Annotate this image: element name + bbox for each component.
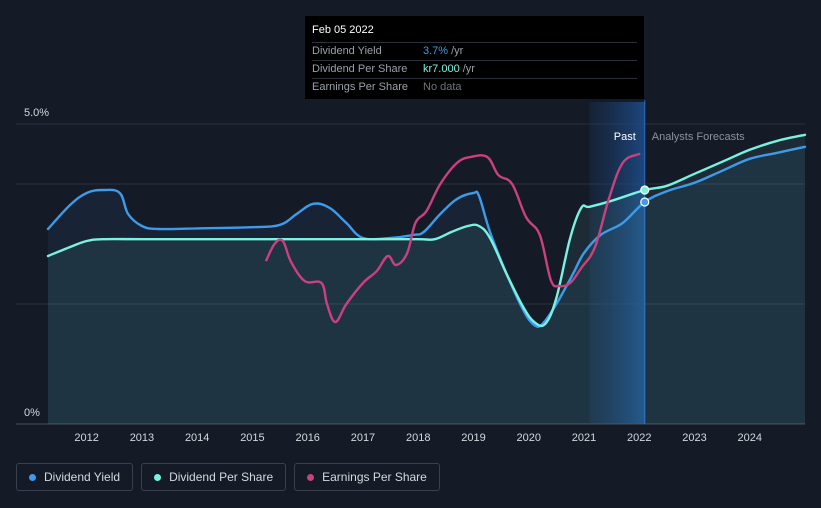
legend-dot-icon (307, 473, 315, 481)
past-label: Past (614, 131, 636, 143)
axis-labels: 2012 2013 2014 2015 2016 2017 2018 2019 2020 2021… (24, 107, 762, 444)
legend-label: Dividend Per Share (169, 470, 274, 484)
x-tick-label: 2020 (516, 432, 540, 444)
tooltip-row-unit: /yr (451, 45, 464, 57)
tooltip-row-name: Earnings Per Share (312, 81, 408, 93)
tooltip-row-value: 3.7% (423, 45, 449, 57)
series-areas (48, 134, 805, 425)
tooltip-row-dividend-yield: Dividend Yield 3.7% /yr (312, 42, 637, 60)
dividend-per-share-marker (640, 185, 650, 195)
series-lines (46, 133, 807, 328)
dividend-per-share-line (46, 133, 807, 328)
legend-label: Earnings Per Share (322, 470, 427, 484)
x-tick-label: 2021 (572, 432, 596, 444)
x-tick-label: 2012 (74, 432, 98, 444)
earnings-per-share-line (265, 152, 641, 324)
dividend-yield-line (46, 145, 807, 328)
legend-label: Dividend Yield (44, 470, 121, 484)
legend: Dividend Yield Dividend Per Share Earnin… (16, 463, 440, 491)
legend-item-dividend-yield[interactable]: Dividend Yield (16, 463, 134, 491)
dividend-per-share-area (48, 134, 805, 425)
tooltip-row-name: Dividend Yield (312, 45, 382, 57)
x-tick-label: 2023 (682, 432, 706, 444)
dividend-yield-marker (640, 197, 650, 207)
tooltip-row-dividend-per-share: Dividend Per Share kr7.000 /yr (312, 60, 637, 78)
forecast-label: Analysts Forecasts (652, 131, 745, 143)
x-tick-label: 2019 (461, 432, 485, 444)
x-tick-label: 2014 (185, 432, 209, 444)
x-tick-label: 2017 (351, 432, 375, 444)
tooltip-row-earnings-per-share: Earnings Per Share No data (312, 78, 637, 96)
tooltip: Feb 05 2022 Dividend Yield 3.7% /yr Divi… (305, 16, 644, 99)
legend-dot-icon (154, 473, 162, 481)
tooltip-row-name: Dividend Per Share (312, 63, 408, 75)
dividend-yield-area (48, 146, 805, 425)
y-tick-label: 5.0% (24, 107, 49, 119)
series-markers (640, 185, 650, 207)
x-tick-label: 2022 (627, 432, 651, 444)
tooltip-date: Feb 05 2022 (312, 24, 374, 36)
x-tick-label: 2016 (295, 432, 319, 444)
y-tick-label: 0% (24, 407, 40, 419)
tooltip-row-value: kr7.000 (423, 63, 460, 75)
grid-lines (16, 123, 805, 425)
x-tick-label: 2015 (240, 432, 264, 444)
x-tick-label: 2018 (406, 432, 430, 444)
legend-item-dividend-per-share[interactable]: Dividend Per Share (141, 463, 287, 491)
tooltip-row-value: No data (423, 81, 462, 93)
tooltip-row-unit: /yr (462, 63, 475, 75)
legend-item-earnings-per-share[interactable]: Earnings Per Share (294, 463, 440, 491)
legend-dot-icon (29, 473, 36, 481)
x-tick-label: 2013 (130, 432, 154, 444)
x-tick-label: 2024 (738, 432, 762, 444)
